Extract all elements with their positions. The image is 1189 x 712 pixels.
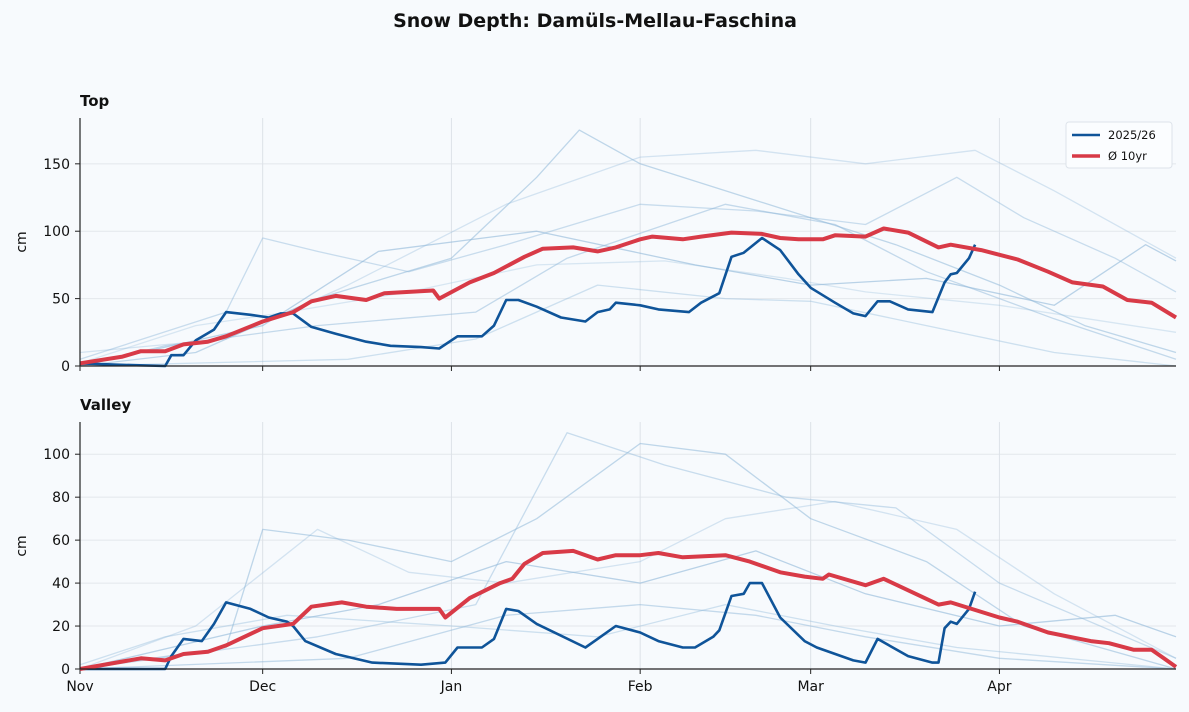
history-season-line [79, 603, 1177, 670]
y-tick-label: 100 [43, 224, 70, 240]
panel-valley: Valley cm 0 20 40 60 80 100 Nov Dec Jan Feb Mar Apr [14, 396, 1178, 695]
history-season-line [79, 550, 1177, 670]
history-season-line [79, 260, 1177, 364]
history-season-line [79, 284, 1177, 367]
history-season-line [79, 203, 1177, 367]
y-tick-label: 40 [52, 576, 70, 592]
y-axis-label-valley: cm [14, 535, 30, 556]
history-season-line [79, 432, 1177, 670]
x-tick-label: Nov [66, 679, 93, 695]
history-season-line [79, 500, 1177, 670]
panel-title-valley: Valley [80, 396, 131, 414]
y-tick-label: 80 [52, 490, 70, 506]
y-tick-label: 0 [61, 662, 70, 678]
y-tick-label: 50 [52, 292, 70, 308]
history-season-line [79, 230, 1177, 367]
history-season-line [79, 603, 1177, 670]
y-tick-label: 60 [52, 533, 70, 549]
legend: 2025/26 Ø 10yr [1065, 121, 1173, 169]
x-tick-label: Apr [987, 679, 1011, 695]
x-tick-label: Feb [628, 679, 653, 695]
y-tick-label: 100 [43, 447, 70, 463]
x-tick-label: Mar [797, 679, 824, 695]
legend-label-current: 2025/26 [1108, 128, 1156, 142]
y-axis-label-top: cm [14, 231, 30, 252]
y-tick-label: 150 [43, 157, 70, 173]
current-season-line [79, 236, 977, 368]
y-tick-label: 0 [61, 359, 70, 375]
x-tick-label: Dec [249, 679, 276, 695]
x-tick-label: Jan [440, 679, 463, 695]
panel-top: Top cm 0 50 100 150 [14, 92, 1178, 375]
panel-title-top: Top [80, 92, 110, 110]
history-season-line [79, 176, 1177, 360]
average-10yr-line [79, 226, 1178, 366]
current-season-line [80, 581, 977, 671]
legend-label-average: Ø 10yr [1108, 149, 1147, 163]
average-10yr-line [79, 548, 1178, 671]
y-tick-label: 20 [52, 619, 70, 635]
history-season-line [79, 149, 1177, 354]
chart-title: Snow Depth: Damüls-Mellau-Faschina [393, 10, 797, 32]
history-season-line [79, 442, 1177, 670]
